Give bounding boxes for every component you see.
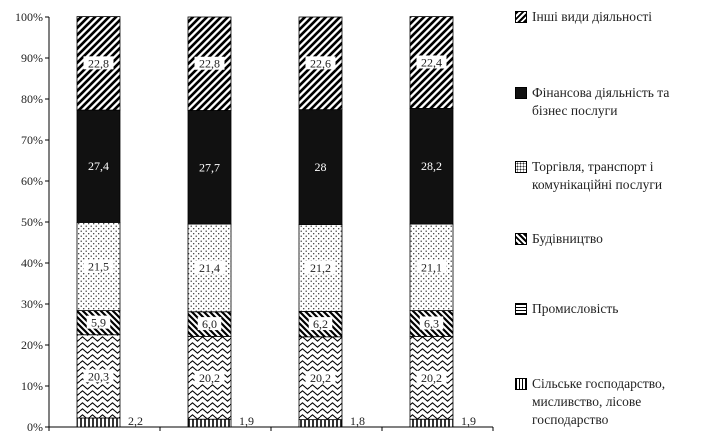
bars-layer bbox=[76, 16, 454, 428]
y-tick-label: 60% bbox=[21, 174, 43, 188]
y-tick-label: 10% bbox=[21, 379, 43, 393]
data-label: 27,7 bbox=[199, 160, 220, 174]
bar-segment bbox=[409, 418, 454, 428]
data-label: 20,2 bbox=[199, 371, 220, 385]
bar-segment bbox=[187, 110, 232, 225]
data-label: 2,2 bbox=[128, 414, 143, 428]
bar-segment bbox=[76, 109, 121, 223]
legend-label: Інші види діяльності bbox=[532, 8, 652, 26]
y-tick-label: 90% bbox=[21, 51, 43, 65]
legend-swatch bbox=[515, 233, 527, 245]
legend-swatch bbox=[515, 303, 527, 315]
legend-label-line: Будівництво bbox=[532, 231, 603, 246]
y-tick-label: 100% bbox=[15, 10, 43, 24]
data-label-bg bbox=[416, 260, 447, 274]
legend-label: Фінансова діяльність та бізнес послуги bbox=[532, 84, 669, 120]
legend-swatch bbox=[515, 11, 527, 23]
legend-label-line: господарство bbox=[532, 412, 609, 427]
bar-segment bbox=[298, 109, 343, 225]
legend-label-line: Інші види діяльності bbox=[532, 9, 652, 24]
data-label: 20,3 bbox=[88, 369, 109, 383]
labels-layer: 2,2 20,3 5,9 21,5 27,4 22,8 1,9 20,2 6,0 21,4 27,7… bbox=[83, 55, 476, 428]
legend-item: Інші види діяльності bbox=[515, 8, 652, 26]
legend-label-line: Сільське господарство, bbox=[532, 376, 666, 391]
legend-label-line: Торгівля, транспорт і bbox=[532, 159, 654, 174]
data-label: 1,8 bbox=[350, 414, 365, 428]
data-label: 20,2 bbox=[310, 371, 331, 385]
data-label-bg bbox=[305, 371, 336, 385]
data-label-bg bbox=[419, 316, 444, 330]
axis-layer: 0% 10% 20% 30% 40% 50% 60% 70% 80% 90% 100% bbox=[15, 10, 494, 434]
data-label-bg bbox=[197, 317, 222, 331]
data-label: 22,8 bbox=[88, 56, 109, 70]
legend-item: Сільське господарство, мисливство, лісове… bbox=[515, 375, 665, 429]
data-label: 21,4 bbox=[199, 261, 220, 275]
bar-segment bbox=[187, 418, 232, 428]
data-label: 21,2 bbox=[310, 261, 331, 275]
data-label: 21,1 bbox=[421, 260, 442, 274]
y-tick-label: 80% bbox=[21, 92, 43, 106]
legend-label: Сільське господарство, мисливство, лісове… bbox=[532, 375, 665, 429]
legend-label-line: мисливство, лісове bbox=[532, 394, 642, 409]
data-label: 28,2 bbox=[421, 159, 442, 173]
bar-segment bbox=[76, 417, 121, 428]
legend-label: Торгівля, транспорт і комунікаційні послу… bbox=[532, 158, 662, 194]
data-label: 6,2 bbox=[313, 317, 328, 331]
legend-label-line: Промисловість bbox=[532, 301, 619, 316]
data-label-bg bbox=[305, 56, 336, 70]
legend-item: Торгівля, транспорт і комунікаційні послу… bbox=[515, 158, 662, 194]
y-tick-label: 70% bbox=[21, 133, 43, 147]
legend-label-line: бізнес послуги bbox=[532, 103, 618, 118]
data-label-bg bbox=[194, 370, 225, 384]
data-label: 5,9 bbox=[91, 316, 106, 330]
data-label-bg bbox=[305, 260, 336, 274]
bar-segment bbox=[298, 419, 343, 428]
legend-label: Промисловість bbox=[532, 300, 618, 318]
data-label-bg bbox=[194, 56, 225, 70]
y-tick-label: 50% bbox=[21, 215, 43, 229]
data-label: 22,8 bbox=[199, 57, 220, 71]
data-label: 22,6 bbox=[310, 56, 331, 70]
y-tick-label: 40% bbox=[21, 256, 43, 270]
legend-item: Фінансова діяльність та бізнес послуги bbox=[515, 84, 669, 120]
data-label-bg bbox=[194, 260, 225, 274]
data-label-bg bbox=[83, 369, 114, 383]
legend: Інші види діяльності Фінансова діяльність… bbox=[515, 0, 727, 439]
data-label: 21,5 bbox=[88, 259, 109, 273]
legend-label-line: Фінансова діяльність та bbox=[532, 85, 670, 100]
y-tick-label: 30% bbox=[21, 297, 43, 311]
legend-label: Будівництво bbox=[532, 230, 603, 248]
data-label: 27,4 bbox=[88, 159, 109, 173]
data-label: 6,3 bbox=[424, 316, 439, 330]
data-label-bg bbox=[416, 370, 447, 384]
legend-item: Промисловість bbox=[515, 300, 618, 318]
data-label: 1,9 bbox=[239, 414, 254, 428]
bar-segment bbox=[409, 108, 454, 225]
y-tick-label: 20% bbox=[21, 338, 43, 352]
data-label-bg bbox=[83, 259, 114, 273]
data-label-bg bbox=[308, 317, 333, 331]
legend-label-line: комунікаційні послуги bbox=[532, 177, 663, 192]
legend-swatch bbox=[515, 87, 527, 99]
data-label: 22,4 bbox=[421, 56, 442, 70]
legend-swatch bbox=[515, 378, 527, 390]
y-tick-label: 0% bbox=[27, 420, 43, 434]
legend-item: Будівництво bbox=[515, 230, 603, 248]
data-label-bg bbox=[416, 55, 447, 69]
legend-swatch bbox=[515, 161, 527, 173]
data-label: 20,2 bbox=[421, 371, 442, 385]
data-label-bg bbox=[86, 315, 111, 329]
data-label: 6,0 bbox=[202, 317, 217, 331]
data-label-bg bbox=[83, 56, 114, 70]
data-label: 28 bbox=[315, 160, 327, 174]
data-label: 1,9 bbox=[461, 414, 476, 428]
